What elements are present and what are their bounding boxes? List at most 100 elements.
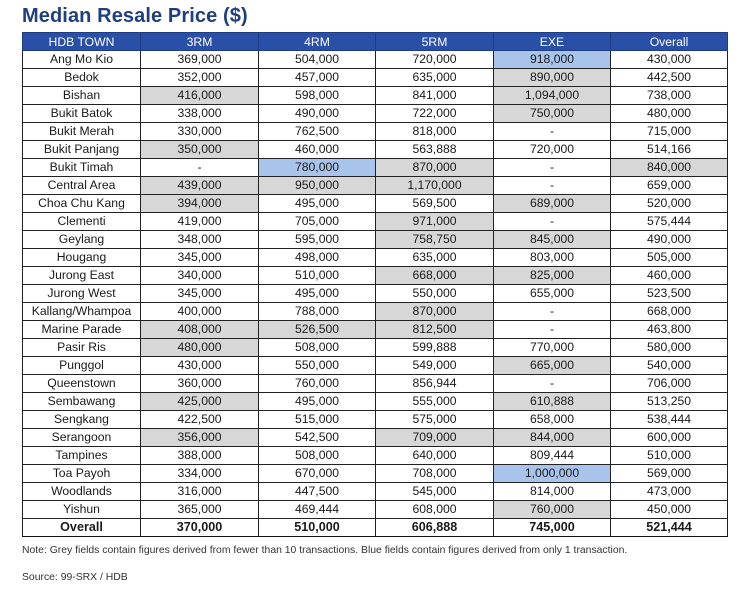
price-cell-4rm: 469,444 — [258, 500, 376, 519]
price-cell-5rm: 563,888 — [375, 140, 494, 159]
table-row: Kallang/Whampoa 400,000 788,000 870,000-668… — [22, 302, 728, 321]
price-cell-4rm: 550,000 — [258, 356, 376, 375]
table-row: Pasir Ris 480,000 508,000 599,888 770,000 580… — [22, 338, 728, 357]
table-row: Hougang 345,000 498,000 635,000 803,000 505,0… — [22, 248, 728, 267]
price-cell-3rm: 425,000 — [140, 392, 259, 411]
table-row: Central Area 439,000 950,000 1,170,000-659,… — [22, 176, 728, 195]
price-cell-exe: 658,000 — [493, 410, 611, 429]
price-cell-exe: - — [493, 212, 611, 231]
table-row: Queenstown 360,000 760,000 856,944-706,000 — [22, 374, 728, 393]
price-cell-3rm: - — [140, 158, 259, 177]
price-cell-5rm: 640,000 — [375, 446, 494, 465]
town-name-cell: Clementi — [22, 212, 141, 231]
town-name-cell: Bukit Panjang — [22, 140, 141, 159]
price-cell-3rm: 350,000 — [140, 140, 259, 159]
price-cell-exe: - — [493, 158, 611, 177]
town-name-cell: Jurong West — [22, 284, 141, 303]
table-row: Punggol 430,000 550,000 549,000 665,000 540,0… — [22, 356, 728, 375]
price-cell-overall: 715,000 — [610, 122, 728, 141]
price-cell-4rm: 447,500 — [258, 482, 376, 501]
price-cell-overall: 514,166 — [610, 140, 728, 159]
price-cell-3rm: 419,000 — [140, 212, 259, 231]
price-cell-5rm: 856,944 — [375, 374, 494, 393]
price-cell-5rm: 841,000 — [375, 86, 494, 105]
price-cell-overall: 706,000 — [610, 374, 728, 393]
town-name-cell: Ang Mo Kio — [22, 50, 141, 69]
table-row: Marine Parade 408,000 526,500 812,500-463,8… — [22, 320, 728, 339]
price-cell-3rm: 338,000 — [140, 104, 259, 123]
price-cell-exe: 1,000,000 — [493, 464, 611, 483]
price-cell-4rm: 598,000 — [258, 86, 376, 105]
town-name-cell: Tampines — [22, 446, 141, 465]
town-name-cell: Sembawang — [22, 392, 141, 411]
price-cell-4rm: 526,500 — [258, 320, 376, 339]
table-row: Bishan 416,000 598,000 841,000 1,094,000 738,… — [22, 86, 728, 105]
price-cell-overall: 540,000 — [610, 356, 728, 375]
price-cell-4rm: 495,000 — [258, 392, 376, 411]
price-cell-3rm: 345,000 — [140, 284, 259, 303]
median-resale-price-table: HDB TOWN 3RM 4RM 5RM EXE Overall Ang Mo … — [22, 32, 728, 537]
price-cell-4rm: 490,000 — [258, 104, 376, 123]
overall-5rm: 606,888 — [375, 518, 494, 537]
price-cell-4rm: 457,000 — [258, 68, 376, 87]
town-name-cell: Jurong East — [22, 266, 141, 285]
table-row: Bukit Panjang 350,000 460,000 563,888 720,00… — [22, 140, 728, 159]
price-cell-overall: 490,000 — [610, 230, 728, 249]
price-cell-5rm: 575,000 — [375, 410, 494, 429]
price-cell-4rm: 542,500 — [258, 428, 376, 447]
page-title: Median Resale Price ($) — [22, 5, 248, 27]
price-cell-4rm: 495,000 — [258, 284, 376, 303]
table-row: Jurong West 345,000 495,000 550,000 655,000 5… — [22, 284, 728, 303]
price-cell-5rm: 709,000 — [375, 428, 494, 447]
price-cell-5rm: 635,000 — [375, 248, 494, 267]
price-cell-5rm: 870,000 — [375, 302, 494, 321]
price-cell-5rm: 720,000 — [375, 50, 494, 69]
price-cell-5rm: 812,500 — [375, 320, 494, 339]
price-cell-3rm: 480,000 — [140, 338, 259, 357]
price-cell-exe: - — [493, 374, 611, 393]
price-cell-exe: 655,000 — [493, 284, 611, 303]
price-cell-4rm: 515,000 — [258, 410, 376, 429]
price-cell-3rm: 348,000 — [140, 230, 259, 249]
overall-overall: 521,444 — [610, 518, 728, 537]
price-cell-5rm: 971,000 — [375, 212, 494, 231]
price-cell-exe: 665,000 — [493, 356, 611, 375]
town-name-cell: Pasir Ris — [22, 338, 141, 357]
table-row: Sengkang 422,500 515,000 575,000 658,000 538,… — [22, 410, 728, 429]
table-row: Woodlands 316,000 447,500 545,000 814,000 473… — [22, 482, 728, 501]
column-header-overall: Overall — [610, 32, 728, 51]
price-cell-5rm: 758,750 — [375, 230, 494, 249]
price-cell-3rm: 334,000 — [140, 464, 259, 483]
town-name-cell: Bishan — [22, 86, 141, 105]
price-cell-exe: 1,094,000 — [493, 86, 611, 105]
overall-label: Overall — [22, 518, 141, 537]
price-cell-exe: 825,000 — [493, 266, 611, 285]
price-cell-3rm: 394,000 — [140, 194, 259, 213]
price-cell-overall: 442,500 — [610, 68, 728, 87]
price-cell-exe: 809,444 — [493, 446, 611, 465]
price-cell-3rm: 430,000 — [140, 356, 259, 375]
table-row: Geylang 348,000 595,000 758,750 845,000 490,0… — [22, 230, 728, 249]
table-row: Tampines 388,000 508,000 640,000 809,444 510,… — [22, 446, 728, 465]
price-cell-3rm: 352,000 — [140, 68, 259, 87]
town-name-cell: Marine Parade — [22, 320, 141, 339]
price-cell-4rm: 762,500 — [258, 122, 376, 141]
price-cell-exe: 750,000 — [493, 104, 611, 123]
price-cell-overall: 450,000 — [610, 500, 728, 519]
price-cell-exe: 918,000 — [493, 50, 611, 69]
table-row: Yishun 365,000 469,444 608,000 760,000 450,00… — [22, 500, 728, 519]
price-cell-5rm: 722,000 — [375, 104, 494, 123]
column-header-town: HDB TOWN — [22, 32, 141, 51]
overall-4rm: 510,000 — [258, 518, 376, 537]
price-cell-overall: 463,800 — [610, 320, 728, 339]
price-cell-exe: 845,000 — [493, 230, 611, 249]
price-cell-overall: 659,000 — [610, 176, 728, 195]
price-cell-overall: 738,000 — [610, 86, 728, 105]
price-cell-exe: 890,000 — [493, 68, 611, 87]
price-cell-4rm: 760,000 — [258, 374, 376, 393]
price-cell-3rm: 330,000 — [140, 122, 259, 141]
price-cell-overall: 430,000 — [610, 50, 728, 69]
table-row: Choa Chu Kang 394,000 495,000 569,500 689,00… — [22, 194, 728, 213]
price-cell-overall: 505,000 — [610, 248, 728, 267]
price-cell-4rm: 504,000 — [258, 50, 376, 69]
